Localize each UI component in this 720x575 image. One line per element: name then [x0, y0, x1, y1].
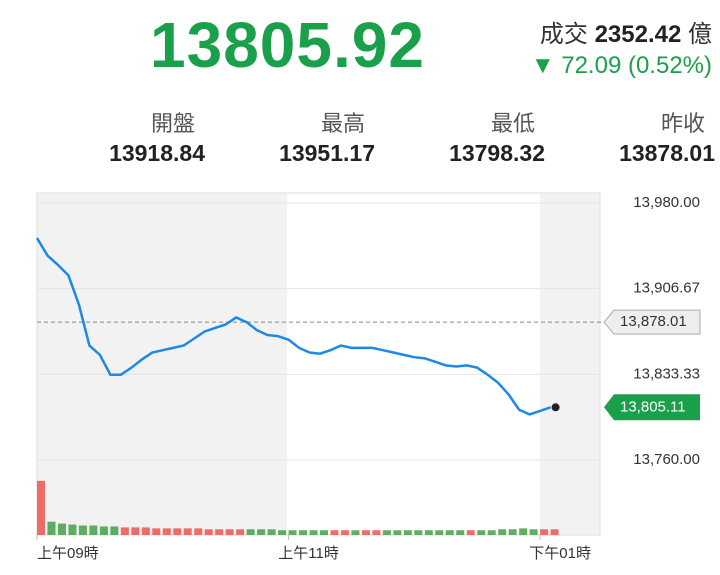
volume-bar — [78, 525, 87, 535]
volume-bar — [529, 529, 538, 535]
volume-bar — [68, 524, 77, 535]
volume-bar — [183, 528, 192, 535]
stat-value: 13878.01 — [619, 140, 715, 166]
volume-bar — [351, 530, 360, 535]
last-label: 13,805.11 — [620, 398, 686, 415]
y-tick-label: 13,980.00 — [633, 194, 700, 211]
volume-bar — [257, 529, 266, 535]
volume-bar — [382, 530, 391, 535]
volume-bar — [320, 530, 328, 535]
volume-bar — [372, 530, 381, 535]
volume-bar — [456, 530, 465, 535]
stat-label: 開盤 — [150, 111, 195, 136]
stat-value: 13951.17 — [279, 140, 375, 166]
volume-bar — [361, 530, 370, 535]
volume-bar — [173, 528, 182, 535]
volume-bar — [99, 526, 108, 535]
reference-label: 13,878.01 — [620, 313, 687, 330]
last-point — [551, 403, 560, 412]
index-price: 13805.92 — [150, 9, 425, 81]
volume-bar — [498, 529, 507, 535]
volume-bar — [246, 529, 255, 535]
volume-bar — [225, 529, 234, 535]
turnover-label: 成交 — [539, 21, 588, 48]
volume-bar — [477, 530, 486, 535]
volume-bar — [131, 527, 140, 535]
volume-bar — [152, 528, 161, 535]
volume-bar — [47, 521, 56, 535]
volume-bar — [162, 528, 171, 535]
volume-bar — [278, 530, 287, 535]
stat-label: 昨收 — [660, 111, 705, 136]
close-band — [540, 193, 600, 535]
volume-bar — [330, 530, 339, 535]
volume-bar — [194, 528, 203, 535]
volume-bar — [445, 530, 454, 535]
stat-value: 13798.32 — [449, 140, 545, 166]
volume-bar — [519, 528, 528, 535]
volume-bar — [487, 530, 496, 535]
last-tag — [604, 394, 700, 421]
volume-bar — [309, 530, 318, 535]
volume-bar — [267, 529, 276, 535]
volume-bar — [37, 480, 45, 535]
volume-bar — [89, 525, 98, 535]
volume-bar — [403, 530, 412, 535]
x-tick-label: 下午01時 — [529, 545, 591, 562]
turnover: 成交 2352.42 億 — [540, 14, 712, 49]
x-tick-label: 上午11時 — [278, 545, 339, 562]
volume-bar — [141, 527, 150, 535]
y-tick-label: 13,760.00 — [633, 451, 700, 468]
volume-bar — [204, 529, 213, 535]
plot-frame — [36, 192, 601, 536]
volume-bar — [508, 529, 517, 535]
volume-bar — [424, 530, 433, 535]
volume-bar — [299, 530, 308, 535]
volume-bar — [57, 523, 66, 535]
turnover-value: 2352.42 — [594, 21, 682, 48]
price-line — [35, 237, 552, 416]
stat-value: 13918.84 — [109, 140, 205, 166]
volume-bar — [236, 529, 245, 535]
y-tick-label: 13,833.33 — [633, 365, 700, 382]
y-tick-label: 13,906.67 — [633, 280, 700, 297]
volume-bar — [110, 526, 119, 535]
reference-tag — [603, 309, 701, 335]
volume-bar — [540, 529, 549, 535]
x-tick-label: 上午09時 — [37, 545, 99, 562]
volume-bar — [550, 529, 559, 535]
volume-bar — [466, 530, 475, 535]
stat-label: 最高 — [320, 111, 365, 136]
volume-bar — [393, 530, 402, 535]
volume-bar — [120, 527, 129, 535]
change: ▼ 72.09 (0.52%) — [530, 52, 712, 79]
volume-bar — [215, 529, 224, 535]
morning-band — [37, 193, 287, 535]
volume-bar — [288, 530, 297, 535]
stat-label: 最低 — [490, 111, 535, 136]
volume-bar — [435, 530, 444, 535]
turnover-unit: 億 — [688, 21, 712, 48]
volume-bar — [340, 530, 349, 535]
volume-bar — [414, 530, 423, 535]
